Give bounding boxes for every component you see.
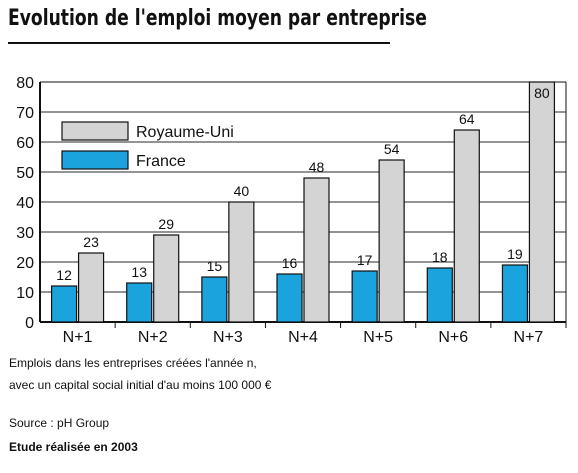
bar-france	[276, 273, 303, 323]
legend-swatch-royaume-uni	[61, 121, 129, 141]
bar-france	[351, 270, 378, 323]
bar-france	[201, 276, 228, 323]
chart-note-line-1: Emplois dans les entreprises créées l'an…	[9, 356, 257, 370]
data-label-royaume-uni: 80	[534, 85, 550, 101]
data-label-royaume-uni: 54	[384, 141, 400, 157]
x-tick-label: N+3	[213, 329, 243, 346]
legend-swatch-france	[61, 150, 129, 170]
bar-france	[50, 285, 78, 323]
x-tick-label: N+4	[288, 329, 318, 346]
data-label-france: 15	[207, 258, 223, 274]
y-tick-label: 40	[16, 195, 34, 212]
bar-royaume-uni	[77, 252, 105, 323]
data-label-france: 12	[56, 267, 72, 283]
bar-france	[501, 264, 529, 323]
data-label-royaume-uni: 29	[158, 216, 174, 232]
bar-france	[126, 282, 153, 323]
data-label-royaume-uni: 40	[234, 183, 250, 199]
y-tick-label: 80	[16, 75, 34, 92]
data-label-france: 18	[432, 249, 448, 265]
bar-royaume-uni	[228, 201, 255, 323]
y-tick-label: 70	[16, 105, 34, 122]
bar-chart: 0 10 20 30 40 50 60 70 80 12 23 N+1 13 29 N+2 15 40 N+3 16…	[16, 75, 567, 346]
data-label-royaume-uni: 64	[459, 111, 475, 127]
bar-royaume-uni	[528, 81, 556, 323]
data-label-france: 13	[131, 264, 147, 280]
y-tick-label: 60	[16, 135, 34, 152]
x-tick-label: N+5	[363, 329, 393, 346]
data-label-france: 16	[282, 255, 298, 271]
y-tick-label: 50	[16, 165, 34, 182]
chart-note-line-2: avec un capital social initial d'au moin…	[9, 378, 272, 392]
y-tick-label: 10	[16, 285, 34, 302]
legend-label-royaume-uni: Royaume-Uni	[136, 124, 234, 141]
x-tick-label: N+2	[138, 329, 168, 346]
bar-royaume-uni	[303, 177, 330, 323]
legend-label-france: France	[136, 153, 186, 170]
x-tick-label: N+6	[438, 329, 468, 346]
x-tick-label: N+7	[514, 329, 544, 346]
x-tick-label: N+1	[63, 329, 93, 346]
data-label-france: 19	[507, 246, 523, 262]
bar-france	[426, 267, 453, 323]
source-label: Source : pH Group	[9, 416, 110, 430]
y-tick-label: 0	[25, 315, 34, 332]
data-label-royaume-uni: 23	[83, 234, 99, 250]
bar-royaume-uni	[453, 129, 480, 323]
data-label-royaume-uni: 48	[309, 159, 325, 175]
y-tick-label: 20	[16, 255, 34, 272]
study-label: Etude réalisée en 2003	[9, 440, 138, 454]
bar-royaume-uni	[153, 234, 180, 323]
data-label-france: 17	[357, 252, 373, 268]
bar-royaume-uni	[378, 159, 405, 323]
chart-title: Evolution de l'emploi moyen par entrepri…	[8, 6, 427, 31]
title-underline	[8, 42, 390, 44]
y-tick-label: 30	[16, 225, 34, 242]
